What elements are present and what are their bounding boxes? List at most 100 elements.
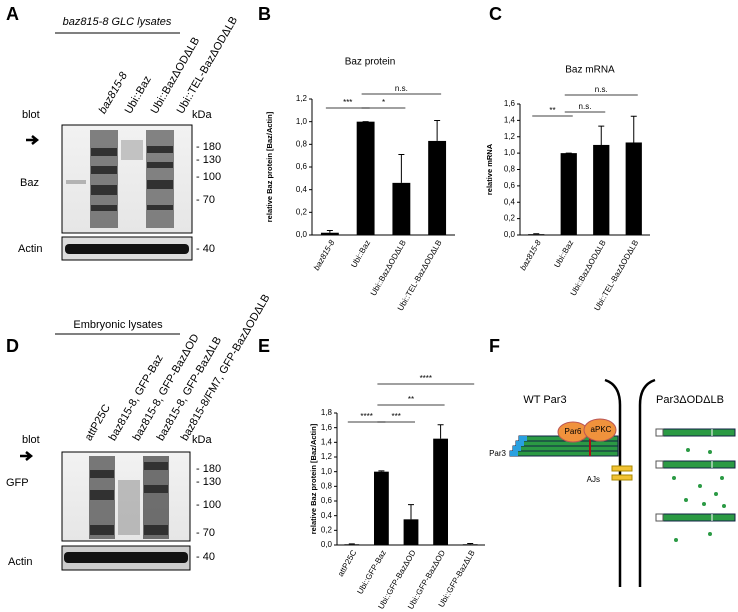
error-bar — [378, 470, 385, 472]
y-axis-label: relative Baz protein [Baz/Actin] — [309, 423, 318, 534]
marker: - 130 — [196, 476, 221, 488]
significance-label: n.s. — [395, 84, 408, 93]
loading-control: Actin — [8, 556, 32, 568]
y-tick-label: 1,0 — [321, 467, 333, 476]
bar — [625, 142, 642, 235]
y-tick-label: 0,2 — [321, 525, 333, 534]
blot-bands — [66, 130, 174, 228]
y-tick-label: 1,4 — [504, 115, 516, 124]
actin-band — [65, 244, 189, 254]
y-tick-label: 0,6 — [504, 181, 516, 190]
significance-label: * — [382, 98, 385, 107]
mutant-label: Par3ΔODΔLB — [656, 394, 724, 406]
y-tick-label: 0,0 — [321, 540, 333, 549]
ajs-label: AJs — [587, 475, 600, 484]
x-tick-label: baz815-8 — [312, 238, 337, 272]
error-bar — [467, 543, 474, 545]
y-tick-label: 0,0 — [504, 230, 516, 239]
bar — [528, 234, 545, 235]
y-tick-label: 1,2 — [321, 452, 333, 461]
bar — [320, 232, 339, 235]
par3-mutant — [655, 428, 736, 542]
bar — [433, 438, 448, 545]
significance-label: *** — [392, 412, 401, 421]
panel-letter: B — [258, 4, 271, 24]
marker: - 100 — [196, 171, 221, 183]
panel-letter: A — [6, 4, 19, 24]
panel-letter: D — [6, 336, 19, 356]
y-tick-label: 1,4 — [321, 437, 333, 446]
panel-letter: E — [258, 336, 270, 356]
y-tick-label: 1,2 — [296, 94, 308, 103]
bar — [462, 544, 478, 545]
chart-title: Baz mRNA — [565, 65, 615, 76]
chart-title: Baz protein — [345, 57, 396, 68]
y-tick-label: 0,6 — [296, 162, 308, 171]
error-bar — [398, 154, 405, 183]
y-axis-label: relative mRNA — [485, 143, 494, 195]
significance-label: *** — [343, 98, 352, 107]
bar — [356, 121, 375, 235]
marker: - 70 — [196, 194, 215, 206]
error-bar — [437, 424, 444, 439]
blot-label: blot — [22, 434, 40, 446]
blot-antibody: GFP — [6, 477, 29, 489]
y-tick-label: 1,6 — [321, 423, 333, 432]
x-tick-label: Ubi::BazΔODΔLB — [369, 239, 408, 298]
y-tick-label: 0,6 — [321, 496, 333, 505]
y-tick-label: 1,8 — [321, 408, 333, 417]
significance-label: n.s. — [579, 102, 592, 111]
significance-label: **** — [360, 412, 372, 421]
marker: - 40 — [196, 551, 215, 563]
error-bar — [434, 120, 441, 141]
blot-bands — [89, 456, 169, 539]
x-tick-label: Ubi::GFP-Baz — [355, 549, 387, 596]
arrow — [26, 135, 40, 145]
y-tick-label: 0,0 — [296, 230, 308, 239]
panel-letter: F — [489, 336, 500, 356]
marker: - 180 — [196, 141, 221, 153]
loading-control: Actin — [18, 243, 42, 255]
arrow — [20, 451, 34, 461]
panel-header: Embryonic lysates — [73, 319, 163, 331]
actin-band — [64, 552, 188, 563]
marker: - 130 — [196, 154, 221, 166]
y-tick-label: 1,6 — [504, 99, 516, 108]
y-tick-label: 1,0 — [504, 148, 516, 157]
marker: - 70 — [196, 527, 215, 539]
y-tick-label: 0,4 — [296, 185, 308, 194]
y-tick-label: 0,8 — [504, 165, 516, 174]
x-tick-label: attP25C — [336, 548, 358, 578]
par3-wt — [509, 418, 633, 481]
error-bar — [630, 115, 637, 143]
error-bar — [408, 504, 414, 520]
y-tick-label: 1,0 — [296, 117, 308, 126]
kda-label: kDa — [192, 109, 212, 121]
significance-label: n.s. — [595, 85, 608, 94]
y-tick-label: 0,2 — [296, 207, 308, 216]
marker: - 100 — [196, 499, 221, 511]
bar — [392, 182, 411, 235]
apkc-label: aPKC — [591, 425, 612, 434]
bar — [374, 471, 389, 545]
y-tick-label: 0,4 — [321, 511, 333, 520]
x-tick-label: Ubi::Baz — [349, 239, 372, 270]
bar — [593, 144, 610, 235]
bar — [560, 153, 577, 235]
y-tick-label: 0,4 — [504, 197, 516, 206]
marker: - 180 — [196, 463, 221, 475]
y-tick-label: 0,2 — [504, 214, 516, 223]
significance-label: ** — [408, 395, 414, 404]
y-tick-label: 0,8 — [296, 139, 308, 148]
blot-antibody: Baz — [20, 177, 39, 189]
par6-label: Par6 — [565, 427, 582, 436]
bar — [428, 140, 447, 235]
significance-label: **** — [420, 374, 432, 383]
error-bar — [598, 125, 605, 145]
wt-label: WT Par3 — [523, 394, 566, 406]
lane-label: baz815-8/FM7, GFP-BazΔODΔLB — [179, 292, 273, 443]
marker: - 40 — [196, 243, 215, 255]
error-bar — [326, 229, 333, 233]
membrane — [604, 378, 656, 587]
